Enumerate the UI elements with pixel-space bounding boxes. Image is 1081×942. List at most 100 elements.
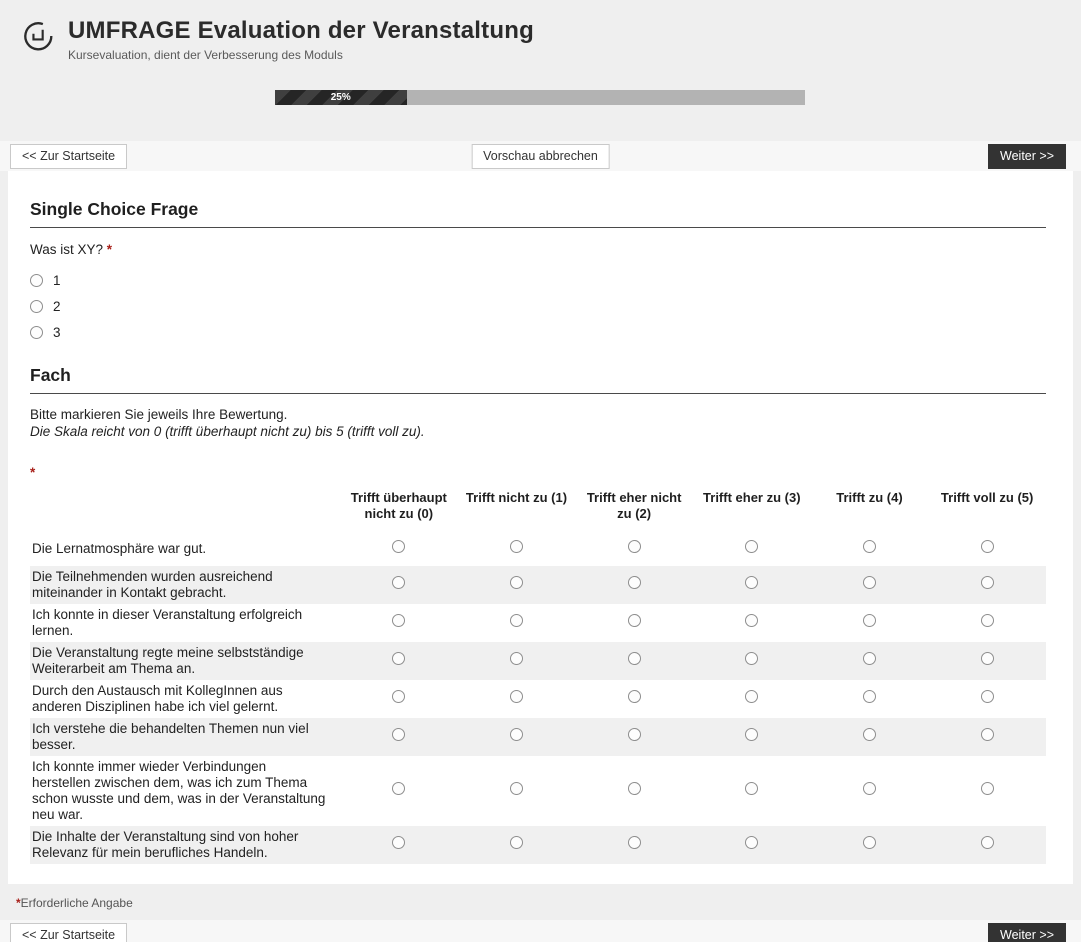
matrix-radio-cell: [575, 718, 693, 756]
matrix-radio-r4-c2[interactable]: [627, 652, 641, 665]
matrix-radio-cell: [575, 532, 693, 566]
matrix-radio-cell: [575, 604, 693, 642]
matrix-radio-r5-c4[interactable]: [862, 690, 876, 703]
matrix-radio-r6-c4[interactable]: [862, 728, 876, 741]
matrix-radio-cell: [575, 756, 693, 826]
matrix-radio-r3-c3[interactable]: [745, 614, 759, 627]
matrix-radio-cell: [928, 756, 1046, 826]
matrix-radio-r7-c0[interactable]: [392, 782, 406, 795]
matrix-radio-r8-c0[interactable]: [392, 836, 406, 849]
matrix-radio-r3-c0[interactable]: [392, 614, 406, 627]
matrix-radio-r7-c5[interactable]: [980, 782, 994, 795]
matrix-radio-r8-c1[interactable]: [509, 836, 523, 849]
matrix-radio-r6-c1[interactable]: [509, 728, 523, 741]
matrix-radio-cell: [811, 756, 929, 826]
matrix-radio-cell: [693, 642, 811, 680]
matrix-radio-r2-c1[interactable]: [509, 576, 523, 589]
option-label: 1: [53, 272, 61, 288]
matrix-radio-cell: [575, 642, 693, 680]
matrix-radio-cell: [693, 718, 811, 756]
matrix-header-row: Trifft überhaupt nicht zu (0) Trifft nich…: [30, 490, 1046, 532]
survey-subtitle: Kursevaluation, dient der Verbesserung d…: [68, 48, 343, 62]
matrix-required-asterisk: *: [30, 465, 36, 480]
matrix-radio-r6-c3[interactable]: [745, 728, 759, 741]
matrix-radio-r1-c1[interactable]: [509, 540, 523, 553]
matrix-radio-r3-c4[interactable]: [862, 614, 876, 627]
matrix-radio-r7-c2[interactable]: [627, 782, 641, 795]
matrix-radio-cell: [693, 756, 811, 826]
required-asterisk-footer: *: [16, 896, 21, 910]
matrix-radio-r7-c4[interactable]: [862, 782, 876, 795]
matrix-radio-r2-c5[interactable]: [980, 576, 994, 589]
matrix-radio-r2-c0[interactable]: [392, 576, 406, 589]
matrix-radio-cell: [811, 532, 929, 566]
matrix-radio-cell: [928, 532, 1046, 566]
option-label: 3: [53, 324, 61, 340]
matrix-radio-r5-c5[interactable]: [980, 690, 994, 703]
matrix-radio-cell: [811, 826, 929, 864]
matrix-radio-r1-c2[interactable]: [627, 540, 641, 553]
matrix-radio-r4-c5[interactable]: [980, 652, 994, 665]
matrix-radio-r1-c3[interactable]: [745, 540, 759, 553]
matrix-row-label: Die Lernatmosphäre war gut.: [32, 541, 207, 556]
matrix-radio-r4-c1[interactable]: [509, 652, 523, 665]
matrix-radio-cell: [458, 680, 576, 718]
matrix-radio-r4-c4[interactable]: [862, 652, 876, 665]
matrix-radio-r6-c5[interactable]: [980, 728, 994, 741]
matrix-radio-cell: [811, 680, 929, 718]
matrix-row-label: Ich konnte in dieser Veranstaltung erfol…: [32, 607, 303, 638]
cancel-preview-button[interactable]: Vorschau abbrechen: [471, 143, 610, 169]
matrix-radio-cell: [340, 604, 458, 642]
matrix-radio-r8-c3[interactable]: [745, 836, 759, 849]
matrix-radio-r5-c0[interactable]: [392, 690, 406, 703]
matrix-radio-r3-c5[interactable]: [980, 614, 994, 627]
matrix-radio-cell: [575, 826, 693, 864]
matrix-radio-cell: [693, 680, 811, 718]
matrix-radio-r5-c1[interactable]: [509, 690, 523, 703]
matrix-radio-r4-c3[interactable]: [745, 652, 759, 665]
back-to-start-button[interactable]: << Zur Startseite: [10, 143, 128, 169]
matrix-radio-r6-c2[interactable]: [627, 728, 641, 741]
matrix-radio-r2-c3[interactable]: [745, 576, 759, 589]
matrix-radio-r1-c0[interactable]: [392, 540, 406, 553]
matrix-radio-r8-c4[interactable]: [862, 836, 876, 849]
matrix-radio-cell: [575, 566, 693, 604]
matrix-radio-r8-c2[interactable]: [627, 836, 641, 849]
matrix-row: Ich verstehe die behandelten Themen nun …: [30, 718, 1046, 756]
radio-button-option-3[interactable]: [30, 325, 43, 339]
next-button-bottom[interactable]: Weiter >>: [988, 922, 1066, 942]
matrix-radio-cell: [928, 718, 1046, 756]
matrix-radio-r2-c2[interactable]: [627, 576, 641, 589]
matrix-row-label: Die Veranstaltung regte meine selbststän…: [32, 645, 304, 676]
title-block: UMFRAGE Evaluation der Veranstaltung Kur…: [68, 17, 534, 63]
matrix-radio-r3-c2[interactable]: [627, 614, 641, 627]
matrix-radio-cell: [811, 566, 929, 604]
matrix-radio-r1-c5[interactable]: [980, 540, 994, 553]
matrix-radio-r7-c3[interactable]: [745, 782, 759, 795]
matrix-radio-cell: [458, 604, 576, 642]
brand: UMFRAGE Evaluation der Veranstaltung Kur…: [22, 17, 1057, 63]
matrix-radio-r1-c4[interactable]: [862, 540, 876, 553]
matrix-radio-r8-c5[interactable]: [980, 836, 994, 849]
matrix-radio-r3-c1[interactable]: [509, 614, 523, 627]
radio-button-option-1[interactable]: [30, 273, 43, 287]
matrix-column-header: Trifft zu (4): [836, 490, 903, 505]
next-button[interactable]: Weiter >>: [988, 143, 1066, 169]
survey-title: UMFRAGE Evaluation der Veranstaltung: [68, 17, 534, 44]
option-label: 2: [53, 298, 61, 314]
matrix-radio-r2-c4[interactable]: [862, 576, 876, 589]
group-heading-fach: Fach: [30, 365, 1046, 394]
radio-button-option-2[interactable]: [30, 299, 43, 313]
matrix-radio-r6-c0[interactable]: [392, 728, 406, 741]
survey-logo-icon: [22, 20, 55, 53]
top-nav: << Zur Startseite Vorschau abbrechen Wei…: [0, 141, 1081, 171]
matrix-radio-r4-c0[interactable]: [392, 652, 406, 665]
matrix-radio-r5-c2[interactable]: [627, 690, 641, 703]
matrix-radio-cell: [811, 642, 929, 680]
matrix-radio-r5-c3[interactable]: [745, 690, 759, 703]
matrix-radio-r7-c1[interactable]: [509, 782, 523, 795]
matrix-column-header: Trifft nicht zu (1): [465, 490, 568, 505]
back-to-start-button-bottom[interactable]: << Zur Startseite: [10, 922, 128, 942]
matrix-row: Die Teilnehmenden wurden ausreichend mit…: [30, 566, 1046, 604]
